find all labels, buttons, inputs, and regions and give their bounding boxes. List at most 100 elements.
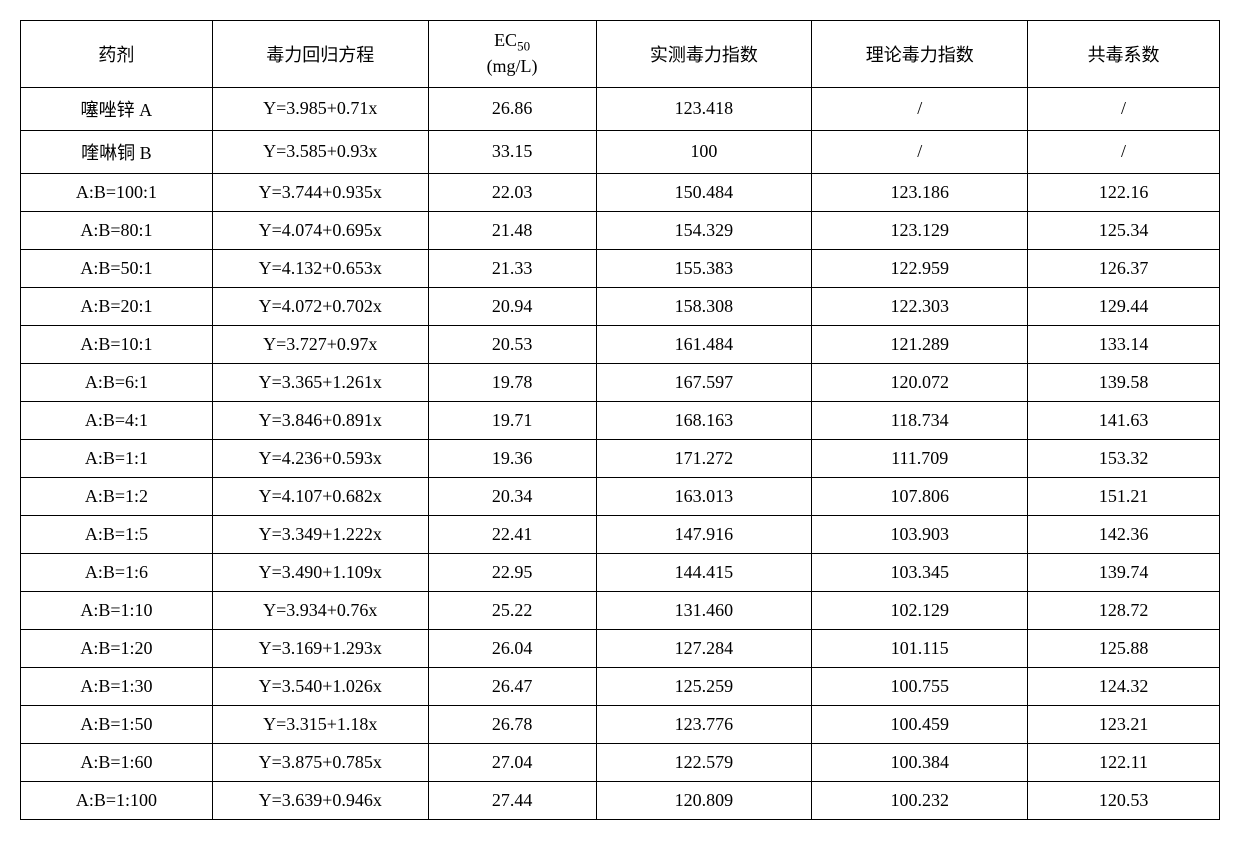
table-cell: Y=3.727+0.97x <box>212 325 428 363</box>
table-cell: 100.755 <box>812 667 1028 705</box>
header-measured: 实测毒力指数 <box>596 21 812 88</box>
table-cell: 123.418 <box>596 87 812 130</box>
table-cell: A:B=1:2 <box>21 477 213 515</box>
table-row: A:B=80:1Y=4.074+0.695x21.48154.329123.12… <box>21 211 1220 249</box>
table-cell: 100.232 <box>812 781 1028 819</box>
table-cell: 107.806 <box>812 477 1028 515</box>
table-cell: Y=3.875+0.785x <box>212 743 428 781</box>
table-cell: A:B=1:60 <box>21 743 213 781</box>
table-cell: 125.88 <box>1028 629 1220 667</box>
table-cell: Y=3.169+1.293x <box>212 629 428 667</box>
table-cell: 喹啉铜 B <box>21 130 213 173</box>
table-cell: 163.013 <box>596 477 812 515</box>
table-cell: A:B=1:50 <box>21 705 213 743</box>
table-row: A:B=1:30Y=3.540+1.026x26.47125.259100.75… <box>21 667 1220 705</box>
table-cell: 123.129 <box>812 211 1028 249</box>
table-cell: 121.289 <box>812 325 1028 363</box>
table-cell: 127.284 <box>596 629 812 667</box>
table-cell: Y=3.585+0.93x <box>212 130 428 173</box>
ec50-label: EC <box>494 30 517 50</box>
table-cell: 122.11 <box>1028 743 1220 781</box>
table-cell: 噻唑锌 A <box>21 87 213 130</box>
table-cell: 122.959 <box>812 249 1028 287</box>
table-cell: 100 <box>596 130 812 173</box>
table-row: A:B=4:1Y=3.846+0.891x19.71168.163118.734… <box>21 401 1220 439</box>
table-cell: 19.36 <box>428 439 596 477</box>
table-cell: 141.63 <box>1028 401 1220 439</box>
table-row: 喹啉铜 BY=3.585+0.93x33.15100// <box>21 130 1220 173</box>
table-cell: / <box>812 130 1028 173</box>
header-theoretical: 理论毒力指数 <box>812 21 1028 88</box>
table-cell: 120.072 <box>812 363 1028 401</box>
table-cell: 125.34 <box>1028 211 1220 249</box>
table-cell: Y=3.349+1.222x <box>212 515 428 553</box>
table-row: A:B=1:10Y=3.934+0.76x25.22131.460102.129… <box>21 591 1220 629</box>
table-cell: 21.33 <box>428 249 596 287</box>
table-cell: 111.709 <box>812 439 1028 477</box>
table-cell: 25.22 <box>428 591 596 629</box>
table-cell: / <box>812 87 1028 130</box>
table-row: A:B=50:1Y=4.132+0.653x21.33155.383122.95… <box>21 249 1220 287</box>
table-cell: 155.383 <box>596 249 812 287</box>
table-cell: 120.809 <box>596 781 812 819</box>
table-cell: A:B=1:6 <box>21 553 213 591</box>
table-cell: Y=3.985+0.71x <box>212 87 428 130</box>
table-cell: 20.53 <box>428 325 596 363</box>
table-row: A:B=1:5Y=3.349+1.222x22.41147.916103.903… <box>21 515 1220 553</box>
table-cell: A:B=80:1 <box>21 211 213 249</box>
table-cell: 167.597 <box>596 363 812 401</box>
table-cell: 168.163 <box>596 401 812 439</box>
table-cell: 161.484 <box>596 325 812 363</box>
table-cell: Y=4.107+0.682x <box>212 477 428 515</box>
toxicity-data-table: 药剂 毒力回归方程 EC50 (mg/L) 实测毒力指数 理论毒力指数 共毒系数… <box>20 20 1220 820</box>
header-equation: 毒力回归方程 <box>212 21 428 88</box>
table-cell: 158.308 <box>596 287 812 325</box>
table-cell: 19.78 <box>428 363 596 401</box>
header-ec50: EC50 (mg/L) <box>428 21 596 88</box>
table-cell: A:B=1:30 <box>21 667 213 705</box>
table-cell: 27.04 <box>428 743 596 781</box>
table-cell: Y=4.132+0.653x <box>212 249 428 287</box>
table-cell: 22.41 <box>428 515 596 553</box>
header-drug: 药剂 <box>21 21 213 88</box>
ec50-unit: (mg/L) <box>487 56 538 76</box>
table-row: A:B=1:1Y=4.236+0.593x19.36171.272111.709… <box>21 439 1220 477</box>
table-cell: / <box>1028 130 1220 173</box>
table-cell: 154.329 <box>596 211 812 249</box>
table-cell: Y=3.639+0.946x <box>212 781 428 819</box>
table-cell: 126.37 <box>1028 249 1220 287</box>
table-row: A:B=6:1Y=3.365+1.261x19.78167.597120.072… <box>21 363 1220 401</box>
table-header-row: 药剂 毒力回归方程 EC50 (mg/L) 实测毒力指数 理论毒力指数 共毒系数 <box>21 21 1220 88</box>
table-cell: 128.72 <box>1028 591 1220 629</box>
table-cell: Y=3.934+0.76x <box>212 591 428 629</box>
table-cell: 131.460 <box>596 591 812 629</box>
table-row: A:B=100:1Y=3.744+0.935x22.03150.484123.1… <box>21 173 1220 211</box>
table-cell: 122.303 <box>812 287 1028 325</box>
table-cell: 21.48 <box>428 211 596 249</box>
table-cell: 33.15 <box>428 130 596 173</box>
table-cell: 100.459 <box>812 705 1028 743</box>
table-cell: 125.259 <box>596 667 812 705</box>
table-cell: A:B=50:1 <box>21 249 213 287</box>
table-cell: 26.47 <box>428 667 596 705</box>
table-cell: A:B=1:20 <box>21 629 213 667</box>
table-cell: Y=3.846+0.891x <box>212 401 428 439</box>
header-coefficient: 共毒系数 <box>1028 21 1220 88</box>
table-cell: 133.14 <box>1028 325 1220 363</box>
table-cell: Y=3.365+1.261x <box>212 363 428 401</box>
table-cell: Y=3.315+1.18x <box>212 705 428 743</box>
table-body: 噻唑锌 AY=3.985+0.71x26.86123.418//喹啉铜 BY=3… <box>21 87 1220 819</box>
table-cell: 147.916 <box>596 515 812 553</box>
table-cell: 150.484 <box>596 173 812 211</box>
table-row: A:B=10:1Y=3.727+0.97x20.53161.484121.289… <box>21 325 1220 363</box>
table-cell: A:B=1:100 <box>21 781 213 819</box>
table-cell: 101.115 <box>812 629 1028 667</box>
table-cell: 153.32 <box>1028 439 1220 477</box>
table-cell: A:B=10:1 <box>21 325 213 363</box>
table-cell: 123.21 <box>1028 705 1220 743</box>
table-cell: 20.34 <box>428 477 596 515</box>
table-cell: A:B=1:10 <box>21 591 213 629</box>
table-cell: 129.44 <box>1028 287 1220 325</box>
table-cell: 19.71 <box>428 401 596 439</box>
table-cell: A:B=1:1 <box>21 439 213 477</box>
